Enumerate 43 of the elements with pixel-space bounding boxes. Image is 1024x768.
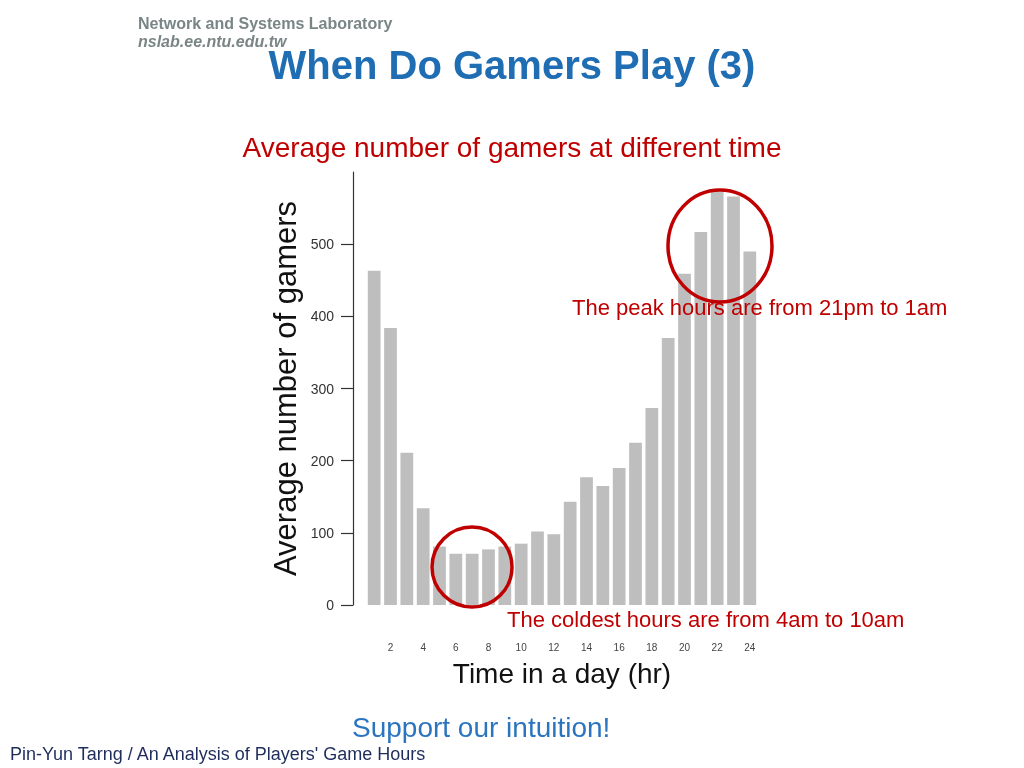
y-tick-label: 200 [310,452,335,469]
bar [465,553,479,605]
y-tick-label: 300 [310,380,335,397]
x-tick-label: 16 [613,641,626,653]
bar [661,337,675,605]
x-tick-label: 8 [485,641,492,653]
x-tick-label: 24 [744,641,756,653]
y-tick-label: 400 [310,308,335,325]
bar [580,477,593,605]
bar [367,270,381,605]
annotation: The peak hours are from 21pm to 1am [572,295,948,320]
x-tick-label: 12 [548,641,560,653]
text: Network and Systems Laboratory [138,15,393,32]
y-tick-label: 100 [310,524,335,541]
x-tick-label: 18 [646,641,658,653]
x-tick-label: 10 [515,641,528,653]
bar [384,327,397,605]
x-tick-label: 2 [387,641,394,653]
bar [547,534,561,605]
y-axis-title: Average number of gamers [268,200,303,577]
bar [612,467,626,605]
x-tick-label: 4 [420,641,427,653]
bar [629,442,642,605]
y-tick-label: 500 [310,236,335,253]
bar [596,485,610,605]
x-tick-label: 22 [711,641,724,653]
bar [449,553,463,605]
text: Pin-Yun Tarng / An Analysis of Players' Game Hours [10,744,426,764]
bar [482,549,495,605]
bar [416,508,430,605]
bar [563,501,577,605]
bar [531,531,544,605]
bar [400,452,414,605]
chart-subtitle: Average number of gamers at different time [241,132,783,163]
x-tick-label: 6 [453,641,460,653]
y-tick-label: 0 [326,597,335,613]
text: Support our intuition! [352,712,611,743]
bar [514,543,528,605]
x-tick-label: 20 [678,641,691,653]
x-tick-label: 14 [580,641,593,653]
bar [645,407,659,605]
text: The coldest hours are from 4am to 10am [507,607,905,632]
x-axis-title: Time in a day (hr) [452,657,672,689]
